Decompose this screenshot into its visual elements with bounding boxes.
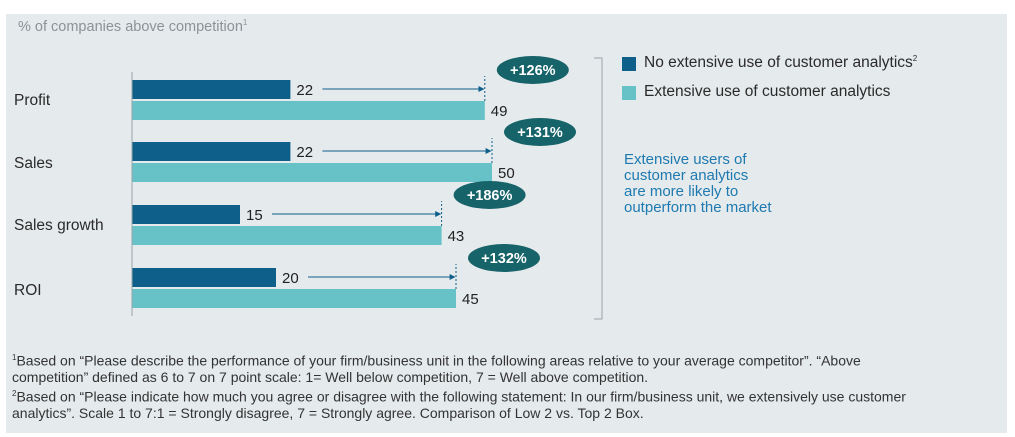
bar-chart: 22 49 +126% 22 50 +131% 15 43 +186% 20 45 +132%	[131, 56, 603, 320]
bar-extensive-use	[132, 163, 492, 182]
callout-line: outperform the market	[624, 199, 772, 216]
uplift-badge	[496, 56, 569, 84]
footnote-line: 1Based on “Please describe the performan…	[12, 352, 861, 369]
legend-label-extensive-use: Extensive use of customer analytics	[644, 83, 891, 100]
uplift-badge	[504, 118, 576, 146]
legend-label-no-extensive-use: No extensive use of customer analytics2	[644, 54, 918, 72]
uplift-badge-label: +186%	[467, 188, 513, 204]
callout-line: Extensive users of	[624, 151, 747, 168]
data-label-no-extensive-use: 22	[296, 144, 313, 161]
data-label-no-extensive-use: 20	[282, 270, 299, 287]
footnote-1: 1Based on “Please describe the performan…	[12, 350, 861, 385]
category-label-sales: Sales	[14, 155, 53, 172]
legend-swatch-extensive-use	[622, 86, 636, 100]
bar-extensive-use	[132, 101, 485, 120]
callout-text: Extensive users of customer analytics ar…	[624, 152, 772, 216]
data-label-extensive-use: 49	[491, 103, 508, 120]
uplift-badge	[468, 244, 540, 272]
callout-line: are more likely to	[624, 183, 739, 200]
legend-swatch-no-extensive-use	[622, 57, 636, 71]
footnote-line: analytics”. Scale 1 to 7:1 = Strongly di…	[12, 404, 644, 421]
callout-line: customer analytics	[624, 167, 749, 184]
chart-subtitle: % of companies above competition1	[18, 18, 248, 35]
uplift-badge	[453, 181, 526, 209]
category-label-profit: Profit	[14, 92, 51, 109]
bar-no-extensive-use	[132, 80, 291, 99]
uplift-badge-label: +132%	[481, 251, 527, 267]
footnote-line: 2Based on “Please indicate how much you …	[12, 388, 906, 405]
bar-extensive-use	[132, 226, 442, 245]
data-label-no-extensive-use: 22	[296, 82, 313, 99]
category-label-roi: ROI	[14, 282, 42, 299]
data-label-no-extensive-use: 15	[246, 207, 263, 224]
footnote-2: 2Based on “Please indicate how much you …	[12, 386, 906, 421]
bar-no-extensive-use	[132, 205, 240, 224]
footnote-line: competition” defined as 6 to 7 on 7 poin…	[12, 368, 649, 385]
data-label-extensive-use: 45	[462, 291, 479, 308]
bar-extensive-use	[132, 289, 456, 308]
legend-bracket	[594, 57, 603, 320]
category-label-sales-growth: Sales growth	[14, 217, 104, 234]
data-label-extensive-use: 50	[498, 165, 515, 182]
uplift-badge-label: +131%	[517, 125, 563, 141]
data-label-extensive-use: 43	[448, 228, 465, 245]
uplift-badge-label: +126%	[510, 63, 556, 79]
chart-panel: % of companies above competition1 Profit…	[6, 14, 1007, 433]
bar-no-extensive-use	[132, 142, 291, 161]
bar-no-extensive-use	[132, 268, 276, 287]
